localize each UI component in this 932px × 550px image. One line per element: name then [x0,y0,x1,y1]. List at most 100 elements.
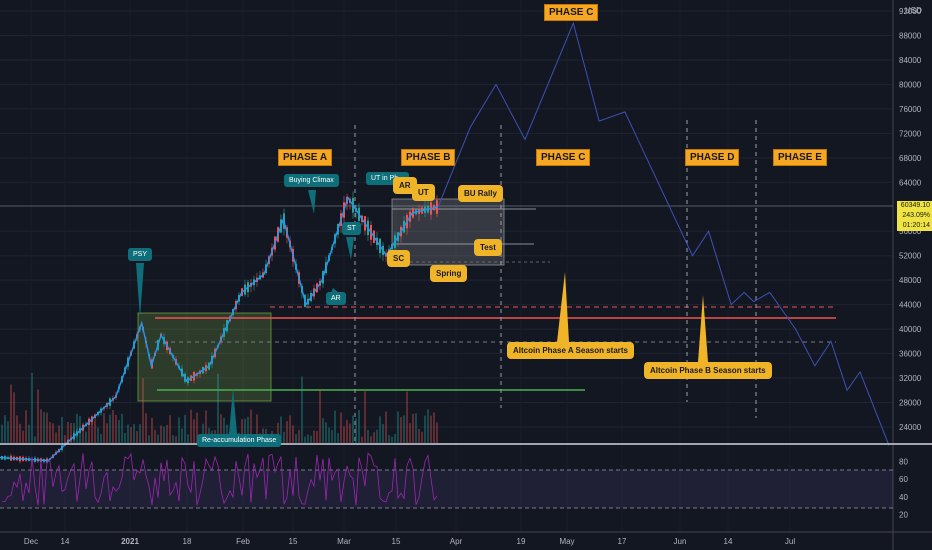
rsi-tick-label: 80 [899,458,908,467]
ar-low-label: AR [326,292,346,305]
volume-bar [334,410,336,443]
volume-bar [55,432,57,443]
volume-bar [247,416,249,443]
volume-bar [421,431,423,443]
price-tick-label: 44000 [899,301,922,310]
price-tick-label: 52000 [899,252,922,261]
volume-bar [358,410,360,443]
rsi-band [0,470,893,508]
volume-bar [94,421,96,443]
volume-bar [244,418,246,443]
volume-bar [343,426,345,443]
price-axis: 92000 88000 84000 80000 76000 72000 68000 64000… [899,7,922,432]
volume-bar [283,431,285,443]
volume-bar [67,421,69,443]
volume-bar [406,391,408,443]
time-tick-label: Jul [785,537,795,546]
time-tick-label: May [559,537,574,546]
volume-bar [397,411,399,443]
volume-bar [133,424,135,443]
altcoin-phase-a-label: Altcoin Phase A Season starts [507,342,634,359]
volume-bar [328,427,330,443]
current-price-timer: 01:20:14 [902,222,930,229]
time-tick-label: Apr [450,537,463,546]
bu-rally-label: BU Rally [458,185,503,202]
volume-bar [154,429,156,443]
phase-e-label: PHASE E [773,149,827,166]
volume-bar [391,436,393,443]
volume-bar [424,415,426,443]
volume-bar [319,389,321,443]
volume-bar [205,410,207,443]
volume-bar [1,424,3,443]
price-tick-label: 36000 [899,350,922,359]
volume-bar [19,423,21,443]
volume-bar [34,436,36,443]
volume-bar [112,409,114,443]
volume-bar [151,417,153,443]
volume-bar [436,422,438,443]
volume-bar [52,423,54,443]
volume-bar [292,425,294,443]
price-tick-label: 40000 [899,325,922,334]
volume-bar [418,429,420,443]
volume-bar [172,435,174,443]
volume-bar [361,436,363,443]
st-label: ST [342,222,361,235]
volume-bar [127,424,129,443]
volume-bar [226,424,228,443]
reaccumulation-range-box [137,312,272,402]
time-tick-label: 15 [289,537,298,546]
volume-bar [91,420,93,443]
volume-bar [37,389,39,443]
volume-bar [28,424,30,443]
current-price-label: 60349.10 243.09% 01:20:14 [897,201,932,231]
price-tick-label: 28000 [899,399,922,408]
volume-bar [349,423,351,443]
volume-bar [415,413,417,443]
volume-bar [277,422,279,443]
volume-bar [382,423,384,443]
volume-bar [10,384,12,443]
volume-bar [250,409,252,443]
volume-bar [301,376,303,443]
volume-bar [187,434,189,443]
volume-bar [175,436,177,443]
price-tick-label: 68000 [899,154,922,163]
volume-bar [4,415,6,443]
volume-bar [139,424,141,443]
price-tick-label: 80000 [899,80,922,89]
volume-bar [256,414,258,443]
time-tick-label: 14 [724,537,733,546]
volume-bar [394,434,396,443]
volume-bar [304,436,306,443]
volume-bar [100,434,102,443]
price-tick-label: 32000 [899,374,922,383]
rsi-line [1,452,438,506]
altcoin-b-pointer [698,295,708,362]
volume-bar [220,414,222,443]
reaccumulation-label: Re-accumulation Phase [197,434,282,447]
time-tick-label: Mar [337,537,351,546]
volume-bar [85,431,87,443]
price-tick-label: 24000 [899,423,922,432]
phase-c-label: PHASE C [536,149,591,166]
volume-bar [223,417,225,443]
volume-bar [106,423,108,443]
volume-bar [25,410,27,443]
volume-bar [280,416,282,443]
volume-bar [136,430,138,443]
volume-bar [43,411,45,443]
price-tick-label: 56000 [899,227,922,236]
time-tick-label: 14 [61,537,70,546]
volume-bar [97,427,99,443]
volume-bar [181,428,183,443]
current-price-change: 243.09% [902,212,930,219]
current-price-value: 60349.10 [900,202,930,209]
projection-series-line [437,21,890,446]
volume-bar [286,421,288,443]
volume-bar [310,435,312,443]
volume-bar [124,433,126,443]
volume-bar [364,391,366,443]
